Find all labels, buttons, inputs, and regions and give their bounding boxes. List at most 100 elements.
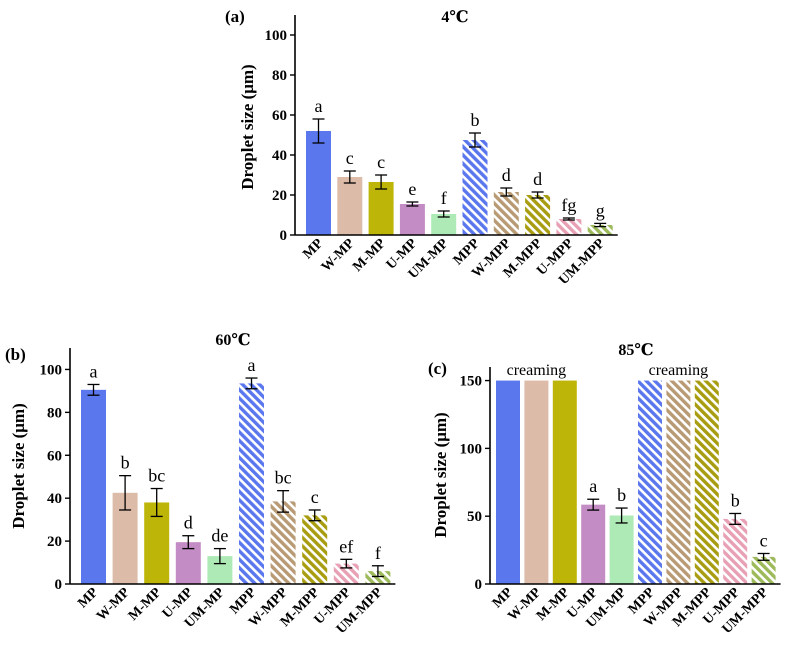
panel-title: 60℃ xyxy=(215,332,250,349)
error-bar xyxy=(500,187,513,197)
significance-letter: a xyxy=(589,476,597,496)
bar-w-mp xyxy=(524,380,549,584)
error-bar xyxy=(531,191,544,199)
y-tick-label: 20 xyxy=(272,188,287,204)
bar-u-mpp xyxy=(723,518,748,584)
y-tick-label: 150 xyxy=(460,374,483,390)
error-bar xyxy=(757,552,770,561)
error-bar xyxy=(277,490,290,513)
error-bar xyxy=(729,512,742,525)
error-bar xyxy=(343,170,356,184)
significance-letter: b xyxy=(121,453,130,473)
significance-letter: c xyxy=(760,530,768,550)
significance-letter: c xyxy=(377,152,385,172)
bar-u-mpp xyxy=(556,219,582,235)
bar-w-mpp xyxy=(270,501,296,584)
significance-letter: d xyxy=(184,513,193,533)
bar-m-mp xyxy=(368,182,394,235)
panel-label: (b) xyxy=(5,345,26,364)
bar-um-mpp xyxy=(751,556,776,584)
significance-letter: b xyxy=(471,110,480,130)
significance-letter: de xyxy=(211,526,228,546)
significance-letter: bc xyxy=(148,466,165,486)
significance-letter: fg xyxy=(561,195,576,215)
significance-letter: f xyxy=(375,543,381,563)
bar-mp xyxy=(306,131,331,235)
category-label: M-MP xyxy=(534,585,573,624)
category-label: W-MP xyxy=(319,236,358,275)
significance-letter: d xyxy=(533,169,542,189)
panel-title: 4℃ xyxy=(441,9,468,26)
significance-letter: d xyxy=(502,165,511,185)
error-bar xyxy=(615,507,628,524)
bar-um-mp xyxy=(431,214,457,235)
significance-letter: g xyxy=(596,200,605,220)
bar-m-mpp xyxy=(302,515,328,584)
y-tick-label: 0 xyxy=(475,577,483,593)
category-label: M-MP xyxy=(126,585,165,624)
error-bar xyxy=(437,210,450,218)
y-tick-label: 60 xyxy=(47,448,62,464)
significance-letter: c xyxy=(311,487,319,507)
bar-w-mpp xyxy=(493,192,519,235)
y-axis-label: Droplet size (μm) xyxy=(238,64,257,189)
bar-mpp xyxy=(462,140,488,235)
y-tick-label: 50 xyxy=(467,509,482,525)
y-tick-label: 100 xyxy=(40,362,63,378)
bar-mp xyxy=(496,380,520,584)
bar-mp xyxy=(81,389,106,584)
significance-letter: ef xyxy=(339,536,353,556)
y-axis-label: Droplet size (μm) xyxy=(9,403,28,528)
error-bar xyxy=(587,498,600,511)
panel-title: 85℃ xyxy=(618,342,653,359)
significance-letter: a xyxy=(248,355,256,375)
panel-label: (c) xyxy=(428,359,447,378)
significance-letter: a xyxy=(90,361,98,381)
y-tick-label: 0 xyxy=(280,228,288,244)
creaming-note: creaming xyxy=(649,362,709,379)
panel-label: (a) xyxy=(225,7,245,26)
error-bar xyxy=(562,217,575,221)
bar-w-mp xyxy=(337,177,363,235)
y-tick-label: 0 xyxy=(55,577,63,593)
y-tick-label: 40 xyxy=(47,491,62,507)
error-bar xyxy=(375,174,388,190)
bar-um-mpp xyxy=(587,225,613,235)
error-bar xyxy=(87,383,100,396)
bar-w-mpp xyxy=(666,380,691,584)
error-bar xyxy=(594,222,607,228)
error-bar xyxy=(340,558,353,569)
category-label: W-MP xyxy=(94,585,133,624)
bar-m-mp xyxy=(552,380,577,584)
error-bar xyxy=(469,132,481,148)
y-tick-label: 60 xyxy=(272,108,287,124)
bar-m-mpp xyxy=(525,195,551,235)
category-label: MP xyxy=(300,236,326,262)
bar-mpp xyxy=(239,383,264,584)
error-bar xyxy=(213,547,226,565)
y-tick-label: 80 xyxy=(272,68,287,84)
category-label: M-MP xyxy=(350,236,389,275)
y-axis-label: Droplet size (μm) xyxy=(431,412,450,537)
significance-letter: e xyxy=(408,179,416,199)
bar-mpp xyxy=(638,380,662,584)
y-tick-label: 100 xyxy=(460,441,483,457)
significance-letter: b xyxy=(617,485,626,505)
bar-um-mp xyxy=(609,515,634,584)
y-tick-label: 40 xyxy=(272,148,287,164)
significance-letter: f xyxy=(441,188,447,208)
bar-u-mp xyxy=(399,204,425,235)
bar-um-mpp xyxy=(365,571,391,584)
error-bar xyxy=(182,535,195,550)
error-bar xyxy=(406,201,419,207)
error-bar xyxy=(245,377,258,390)
creaming-note: creaming xyxy=(507,362,567,379)
error-bar xyxy=(371,565,384,578)
significance-letter: bc xyxy=(275,468,292,488)
significance-letter: b xyxy=(731,490,740,510)
error-bar xyxy=(312,118,325,144)
